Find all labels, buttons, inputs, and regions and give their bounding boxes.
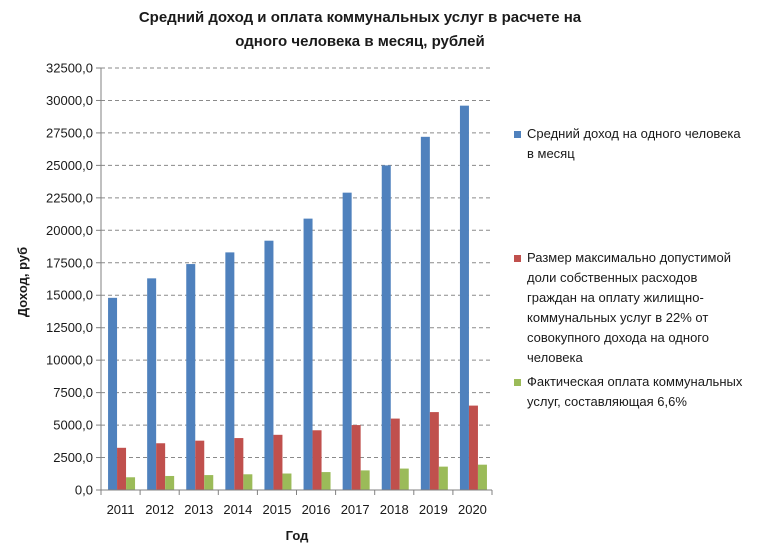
x-tick-label: 2017	[341, 502, 370, 517]
y-tick-label: 7500,0	[53, 385, 93, 400]
bars	[108, 105, 487, 491]
x-tick-label: 2019	[419, 502, 448, 517]
legend-label-line: коммунальных услуг в 22% от	[527, 310, 709, 325]
bar-series-1-2012	[147, 278, 157, 490]
y-tick-label: 20000,0	[46, 223, 93, 238]
legend-label-line: человека	[527, 350, 583, 365]
x-tick-label: 2013	[184, 502, 213, 517]
bar-series-1-2018	[381, 165, 391, 490]
y-tick-labels: 0,0 2500,0 5000,0 7500,0 10000,0 12500,0 15000…	[46, 61, 93, 498]
bar-series-1-2015	[264, 240, 274, 490]
legend-swatch-2	[514, 255, 521, 262]
y-tick-label: 2500,0	[53, 450, 93, 465]
legend-label-line: Фактическая оплата коммунальных	[527, 374, 743, 389]
y-tick-label: 25000,0	[46, 158, 93, 173]
bar-series-3-2017	[360, 470, 370, 490]
axes	[100, 68, 493, 495]
bar-series-3-2018	[399, 468, 409, 490]
y-tick-label: 17500,0	[46, 255, 93, 270]
legend-label-line: доли собственных расходов	[527, 270, 698, 285]
y-tick-label: 22500,0	[46, 190, 93, 205]
bar-series-1-2013	[186, 264, 196, 490]
bar-series-3-2019	[438, 466, 448, 490]
bar-series-1-2016	[303, 218, 313, 491]
bar-series-2-2020	[468, 405, 478, 490]
legend-label-2: Размер максимально допустимой доли собств…	[527, 248, 771, 368]
x-tick-label: 2014	[223, 502, 252, 517]
x-tick-label: 2018	[380, 502, 409, 517]
bar-series-2-2017	[351, 425, 361, 490]
bar-series-1-2011	[108, 297, 118, 490]
bar-series-1-2020	[459, 105, 469, 490]
bar-series-2-2013	[195, 440, 205, 490]
y-tick-label: 5000,0	[53, 418, 93, 433]
bar-series-1-2019	[420, 136, 430, 490]
x-tick-label: 2016	[302, 502, 331, 517]
bar-series-2-2012	[156, 443, 166, 490]
legend-label-3: Фактическая оплата коммунальных услуг, со…	[527, 372, 771, 412]
legend-swatch-1	[514, 131, 521, 138]
bar-series-3-2013	[204, 475, 214, 490]
y-tick-label: 30000,0	[46, 93, 93, 108]
x-tick-label: 2020	[458, 502, 487, 517]
x-axis-title: Год	[286, 528, 309, 543]
bar-series-1-2014	[225, 252, 235, 490]
bar-series-3-2015	[282, 473, 292, 490]
chart-title: Средний доход и оплата коммунальных услу…	[60, 6, 660, 54]
y-tick-label: 15000,0	[46, 288, 93, 303]
y-tick-label: 27500,0	[46, 125, 93, 140]
y-tick-label: 32500,0	[46, 61, 93, 76]
bar-series-2-2015	[273, 434, 283, 490]
x-tick-label: 2011	[107, 502, 135, 517]
legend-label-1: Средний доход на одного человека в месяц	[527, 124, 771, 164]
legend-label-line: Размер максимально допустимой	[527, 250, 731, 265]
chart-title-line-2: одного человека в месяц, рублей	[235, 33, 485, 50]
bar-series-2-2016	[312, 430, 322, 490]
bar-series-2-2014	[234, 438, 244, 490]
legend-label-line: граждан на оплату жилищно-	[527, 290, 704, 305]
bar-series-1-2017	[342, 192, 352, 490]
bar-series-3-2011	[126, 477, 136, 490]
bar-series-2-2018	[390, 418, 400, 490]
y-tick-label: 0,0	[75, 483, 93, 498]
bar-series-3-2020	[477, 464, 487, 490]
bar-series-3-2012	[165, 475, 175, 490]
chart-title-line-1: Средний доход и оплата коммунальных услу…	[138, 9, 582, 26]
bar-series-3-2016	[321, 472, 331, 490]
y-axis-title: Доход, руб	[15, 247, 30, 317]
legend-label-line: услуг, составляющая 6,6%	[527, 394, 687, 409]
legend-label-line: в месяц	[527, 146, 575, 161]
bar-series-2-2019	[429, 412, 439, 490]
bar-series-2-2011	[117, 447, 127, 490]
x-tick-label: 2012	[145, 502, 174, 517]
x-tick-label: 2015	[262, 502, 291, 517]
bar-series-3-2014	[243, 474, 253, 490]
legend-label-line: Средний доход на одного человека	[527, 126, 741, 141]
legend-swatch-3	[514, 379, 521, 386]
legend-label-line: совокупного дохода на одного	[527, 330, 709, 345]
x-tick-labels: 2011 2012 2013 2014 2015 2016 2017 2018 2019 2020	[107, 502, 487, 517]
y-tick-label: 10000,0	[46, 353, 93, 368]
y-tick-label: 12500,0	[46, 320, 93, 335]
